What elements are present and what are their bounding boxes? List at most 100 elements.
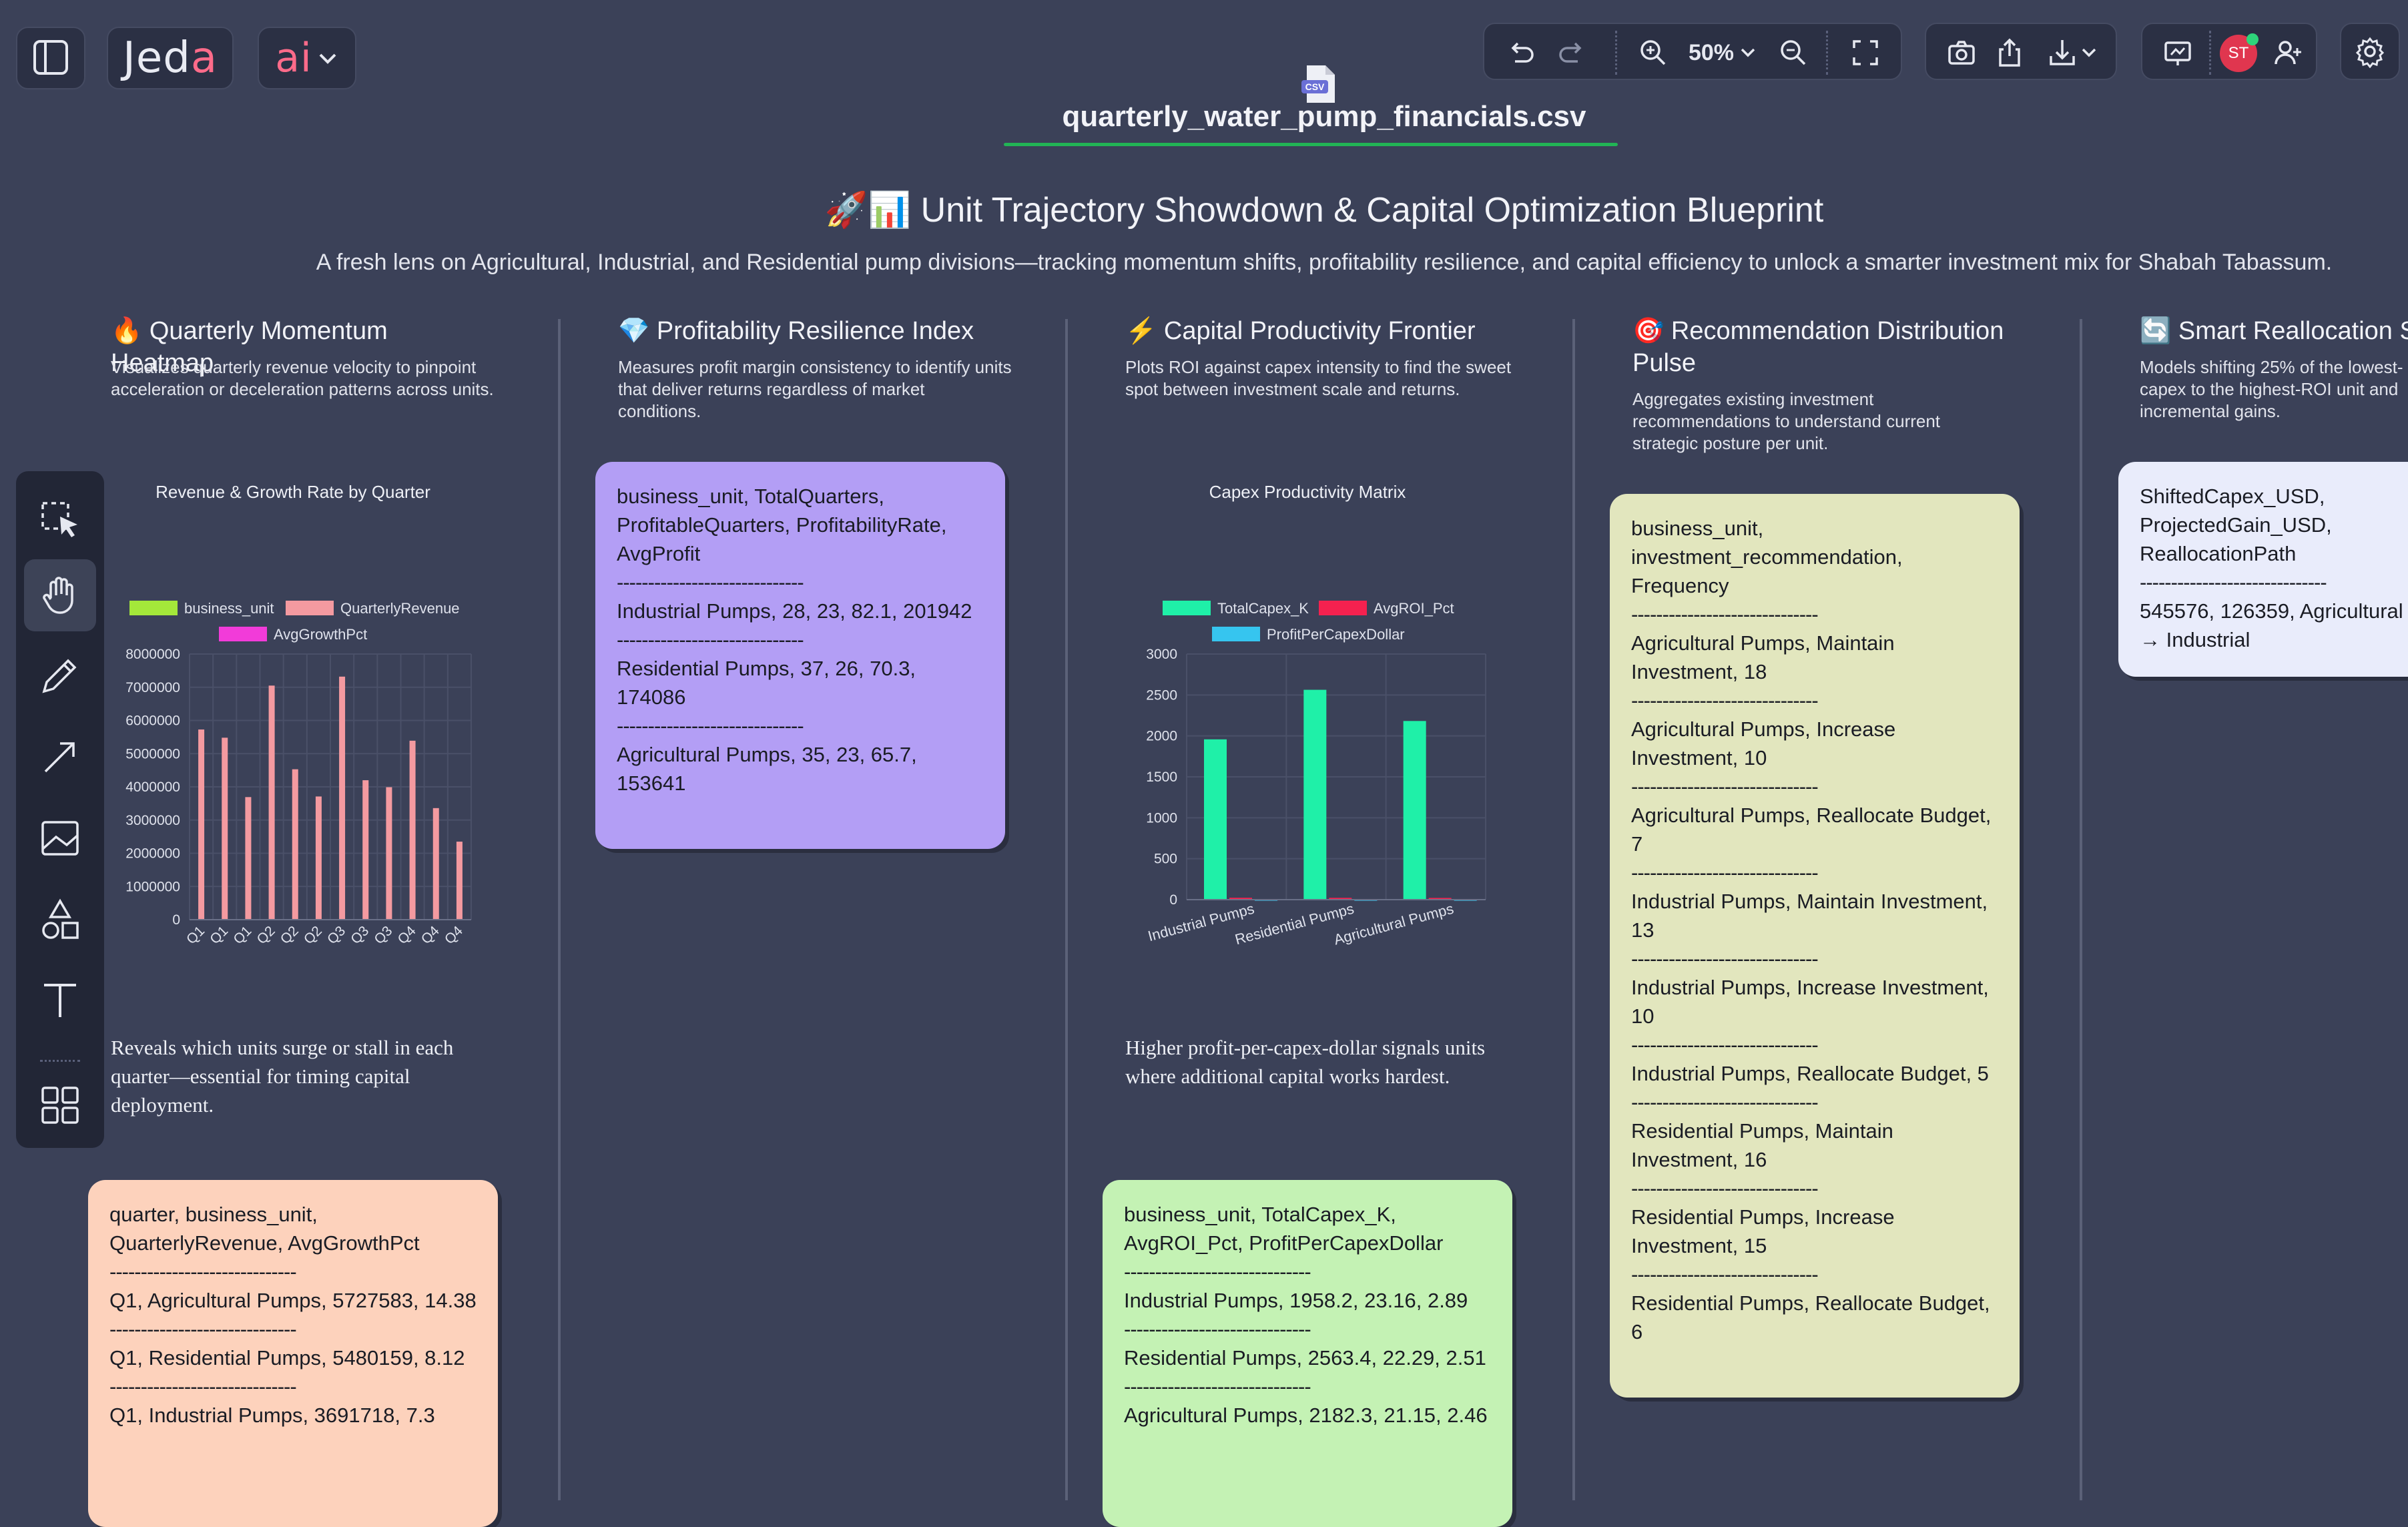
zoom-level-dropdown[interactable]: 50% bbox=[1683, 29, 1763, 76]
avatar[interactable]: ST bbox=[2220, 33, 2259, 72]
sidebar-toggle-button[interactable] bbox=[16, 27, 85, 89]
download-button[interactable] bbox=[2036, 29, 2109, 76]
y-tick-label: 3000000 bbox=[125, 813, 180, 828]
x-tick-label: Q3 bbox=[371, 923, 395, 947]
revenue-growth-chart[interactable]: Revenue & Growth Rate by Quarter busines… bbox=[111, 471, 525, 958]
export-controls bbox=[1925, 23, 2117, 80]
bar-avgroi_pct bbox=[1428, 898, 1452, 900]
card-row: ShiftedCapex_USD, ProjectedGain_USD, Rea… bbox=[2140, 485, 2338, 565]
ai-label: ai bbox=[275, 35, 312, 81]
share-button[interactable] bbox=[1986, 29, 2033, 76]
x-tick-label: Q4 bbox=[442, 923, 466, 947]
x-tick-label: Q1 bbox=[207, 923, 231, 947]
y-tick-label: 1500 bbox=[1146, 770, 1177, 785]
arrow-icon bbox=[44, 742, 75, 773]
toolbar-separator bbox=[40, 1060, 80, 1062]
file-name[interactable]: quarterly_water_pump_financials.csv bbox=[1062, 100, 1586, 133]
legend-label: ProfitPerCapexDollar bbox=[1267, 626, 1405, 643]
profitability-card[interactable]: business_unit, TotalQuarters, Profitable… bbox=[595, 462, 1005, 849]
bar-quarterly-revenue bbox=[198, 729, 205, 920]
capex-productivity-chart[interactable]: Capex Productivity Matrix TotalCapex_K Av… bbox=[1125, 471, 1519, 958]
card-row: 545576, 126359, Agricultural → Industria… bbox=[2140, 599, 2403, 651]
gear-icon bbox=[2355, 37, 2385, 68]
y-tick-label: 3000 bbox=[1146, 647, 1177, 662]
presentation-icon bbox=[2164, 41, 2191, 65]
y-tick-label: 1000 bbox=[1146, 810, 1177, 826]
pen-tool[interactable] bbox=[24, 639, 96, 711]
upload-icon bbox=[1999, 38, 2020, 67]
card-row: Agricultural Pumps, Increase Investment,… bbox=[1631, 717, 1901, 770]
capex-card[interactable]: business_unit, TotalCapex_K, AvgROI_Pct,… bbox=[1103, 1180, 1512, 1527]
hand-icon bbox=[43, 577, 73, 614]
app-logo[interactable]: Jeda bbox=[107, 27, 234, 89]
shapes-tool[interactable] bbox=[24, 884, 96, 956]
card-line-list: business_unit, TotalQuarters, Profitable… bbox=[617, 482, 984, 798]
card-row: Agricultural Pumps, 2182.3, 21.15, 2.46 bbox=[1124, 1404, 1488, 1427]
bar-quarterly-revenue bbox=[245, 797, 252, 920]
bar-avgroi_pct bbox=[1329, 898, 1352, 900]
bar-totalcapex_k bbox=[1303, 689, 1327, 900]
ai-menu-button[interactable]: ai bbox=[258, 27, 356, 89]
fullscreen-icon bbox=[1853, 40, 1878, 65]
legend-label: AvgROI_Pct bbox=[1374, 600, 1454, 617]
zoom-out-icon bbox=[1781, 40, 1806, 65]
image-icon bbox=[41, 821, 79, 856]
chart-title: Revenue & Growth Rate by Quarter bbox=[156, 482, 430, 502]
page-subtitle: A fresh lens on Agricultural, Industrial… bbox=[316, 250, 2333, 275]
camera-icon bbox=[1948, 41, 1975, 65]
column-divider bbox=[1065, 319, 1068, 1500]
toolbar-divider bbox=[1826, 31, 1828, 75]
legend-label: AvgGrowthPct bbox=[274, 626, 367, 643]
screenshot-button[interactable] bbox=[1938, 29, 1985, 76]
card-line-list: business_unit, investment_recommendation… bbox=[1631, 514, 1998, 1346]
section-desc-reallocation: Models shifting 25% of the lowest- capex… bbox=[2140, 357, 2403, 421]
fit-screen-button[interactable] bbox=[1842, 29, 1889, 76]
legend-swatch bbox=[1319, 601, 1367, 615]
text-tool[interactable] bbox=[24, 964, 96, 1036]
present-button[interactable] bbox=[2154, 29, 2201, 76]
view-controls: 50% bbox=[1483, 23, 1902, 80]
section-title-profitability: 💎 Profitability Resilience Index bbox=[618, 317, 974, 345]
redo-button[interactable] bbox=[1548, 29, 1595, 76]
templates-tool[interactable] bbox=[24, 1069, 96, 1141]
zoom-in-icon bbox=[1640, 40, 1666, 65]
collab-controls: ST bbox=[2141, 23, 2317, 80]
download-icon bbox=[2050, 40, 2075, 65]
column-divider bbox=[2080, 319, 2082, 1500]
recommendation-card[interactable]: business_unit, investment_recommendation… bbox=[1610, 494, 2020, 1398]
hand-tool[interactable] bbox=[24, 559, 96, 631]
legend-swatch bbox=[1212, 627, 1260, 641]
card-row: Residential Pumps, Reallocate Budget, 6 bbox=[1631, 1291, 1996, 1343]
row-separator: ------------------------------ bbox=[1631, 861, 1819, 884]
reallocation-card[interactable]: ShiftedCapex_USD, ProjectedGain_USD, Rea… bbox=[2118, 462, 2408, 677]
arrow-tool[interactable] bbox=[24, 721, 96, 793]
legend-label: business_unit bbox=[184, 600, 274, 617]
card-row: Agricultural Pumps, Maintain Investment,… bbox=[1631, 631, 1901, 683]
row-separator: ------------------------------ bbox=[1631, 775, 1819, 798]
card-row: Residential Pumps, Increase Investment, … bbox=[1631, 1205, 1901, 1257]
undo-icon bbox=[1511, 42, 1534, 63]
card-row: Industrial Pumps, Increase Investment, 1… bbox=[1631, 976, 1995, 1028]
y-tick-label: 1000000 bbox=[125, 879, 180, 894]
select-tool[interactable] bbox=[24, 485, 96, 557]
zoom-in-button[interactable] bbox=[1630, 29, 1677, 76]
capex-chart-svg: TotalCapex_K AvgROI_Pct ProfitPerCapexDoll… bbox=[1146, 600, 1486, 948]
section-title-momentum: 🔥 Quarterly Momentum Heatmap bbox=[111, 317, 388, 377]
row-separator: ------------------------------ bbox=[1631, 689, 1819, 712]
zoom-out-button[interactable] bbox=[1770, 29, 1817, 76]
section-title-reallocation: 🔄 Smart Reallocation Si bbox=[2140, 317, 2408, 345]
bar-quarterly-revenue bbox=[386, 787, 392, 920]
y-tick-label: 0 bbox=[1169, 892, 1177, 908]
card-row: business_unit, investment_recommendation… bbox=[1631, 517, 1909, 597]
bar-quarterly-revenue bbox=[339, 676, 346, 920]
card-line-list: ShiftedCapex_USD, ProjectedGain_USD, Rea… bbox=[2140, 482, 2404, 654]
undo-button[interactable] bbox=[1498, 29, 1544, 76]
image-tool[interactable] bbox=[24, 802, 96, 874]
settings-button[interactable] bbox=[2340, 23, 2400, 80]
x-tick-label: Q2 bbox=[254, 923, 278, 947]
invite-user-button[interactable] bbox=[2265, 29, 2312, 76]
quarterly-revenue-card[interactable]: quarter, business_unit, QuarterlyRevenue… bbox=[88, 1180, 498, 1527]
card-row: Industrial Pumps, 28, 23, 82.1, 201942 bbox=[617, 599, 972, 623]
row-separator: ------------------------------ bbox=[1124, 1317, 1311, 1341]
row-separator: ------------------------------ bbox=[1631, 1091, 1819, 1114]
